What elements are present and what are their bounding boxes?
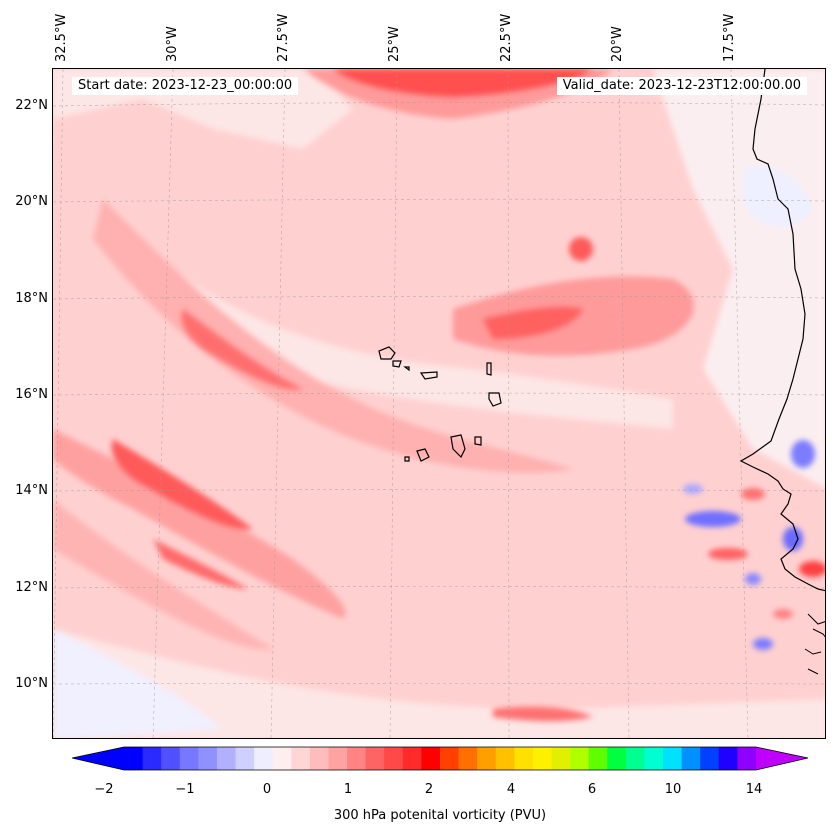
colorbar-segment <box>384 747 404 770</box>
colorbar-segment <box>532 747 553 770</box>
pv-core-small <box>569 237 593 261</box>
lat-label-20n: 20°N <box>15 194 48 209</box>
colorbar-segment <box>588 747 608 770</box>
colorbar-segment <box>477 747 497 770</box>
colorbar-label: 300 hPa potenital vorticity (PVU) <box>333 808 547 823</box>
colorbar <box>72 746 809 771</box>
colorbar-segment <box>551 747 571 770</box>
lon-label-30w: 30°W <box>165 26 180 62</box>
colorbar-extend-high <box>756 747 808 770</box>
pv-core-sw <box>111 439 254 530</box>
colorbar-segment <box>347 747 367 770</box>
colorbar-segment <box>625 747 646 770</box>
pv-red-cell-2 <box>799 561 825 577</box>
lon-label-17-5w: 17.5°W <box>722 13 737 62</box>
colorbar-segment <box>681 747 701 770</box>
pv-blue-cell-1 <box>685 511 741 527</box>
colorbar-segment <box>440 747 460 770</box>
colorbar-segment <box>291 747 311 770</box>
lat-label-10n: 10°N <box>15 676 48 691</box>
lat-label-22n: 22°N <box>15 98 48 113</box>
lon-label-27-5w: 27.5°W <box>276 13 291 62</box>
colorbar-segment <box>458 747 478 770</box>
cape-verde-islands <box>378 346 502 462</box>
colorbar-segment <box>235 747 255 770</box>
coast-islands-south <box>804 628 825 675</box>
start-date-banner: Start date: 2023-12-23_00:00:00 <box>72 77 299 95</box>
colorbar-segment <box>124 747 144 770</box>
pv-blue-cell-2 <box>791 440 815 468</box>
colorbar-segment <box>718 747 739 770</box>
colorbar-tick-2: 2 <box>424 782 434 797</box>
colorbar-segment <box>514 747 534 770</box>
colorbar-tick-6: 6 <box>587 782 597 797</box>
pv-blue-cell-3 <box>783 527 803 551</box>
pv-blue-cell-5 <box>753 638 773 650</box>
colorbar-segment <box>142 747 162 770</box>
colorbar-segment <box>495 747 515 770</box>
pv-blue-cell-6 <box>683 484 703 494</box>
colorbar-outline <box>72 746 809 771</box>
colorbar-segment <box>663 747 683 770</box>
lat-label-16n: 16°N <box>15 387 48 402</box>
colorbar-tick-0: 0 <box>262 782 272 797</box>
lat-label-14n: 14°N <box>15 483 48 498</box>
colorbar-segment <box>216 747 237 770</box>
colorbar-segment <box>700 747 720 770</box>
lon-label-25w: 25°W <box>387 26 402 62</box>
colorbar-tick-1: 1 <box>343 782 353 797</box>
colorbar-segment <box>607 747 627 770</box>
map-panel <box>52 68 826 739</box>
lon-label-20w: 20°W <box>610 26 625 62</box>
colorbar-segment <box>402 747 423 770</box>
colorbar-segment <box>365 747 385 770</box>
lon-label-32-5w: 32.5°W <box>54 13 69 62</box>
colorbar-segment <box>328 747 348 770</box>
colorbar-segment <box>179 747 199 770</box>
colorbar-segment <box>737 747 757 770</box>
pv-core-ssw <box>153 539 248 589</box>
colorbar-segment <box>644 747 664 770</box>
colorbar-tick-14: 14 <box>745 782 763 797</box>
colorbar-tick-4: 4 <box>506 782 516 797</box>
pv-core-central <box>483 307 583 339</box>
lat-label-12n: 12°N <box>15 580 48 595</box>
colorbar-segment <box>272 747 292 770</box>
pv-field-map <box>53 69 825 738</box>
colorbar-tick-minus1: −1 <box>175 782 195 797</box>
lat-label-18n: 18°N <box>15 291 48 306</box>
pv-red-cell-4 <box>773 609 793 619</box>
colorbar-segment <box>309 747 330 770</box>
colorbar-segment <box>198 747 218 770</box>
pv-pale-region-central <box>163 269 673 429</box>
africa-coastline <box>739 69 825 592</box>
pv-red-cell-3 <box>741 488 765 500</box>
pv-core-nw <box>181 309 303 390</box>
graticule <box>53 69 825 738</box>
pv-core-north <box>333 69 593 97</box>
pv-blue-cell-4 <box>745 573 761 585</box>
pv-band-southwest <box>53 429 346 619</box>
coast-inlet <box>807 613 825 625</box>
colorbar-segment <box>421 747 441 770</box>
colorbar-segment <box>570 747 590 770</box>
colorbar-extend-low <box>72 747 124 770</box>
lon-label-22-5w: 22.5°W <box>499 13 514 62</box>
colorbar-tick-10: 10 <box>664 782 682 797</box>
pv-core-south <box>493 706 593 722</box>
pv-pale-region-south <box>53 629 825 738</box>
pv-band-northwest <box>93 199 573 473</box>
pv-band-far-sw <box>53 499 273 650</box>
pv-red-cell-1 <box>708 548 748 560</box>
colorbar-tick-minus2: −2 <box>94 782 114 797</box>
colorbar-segment <box>161 747 181 770</box>
colorbar-segment <box>254 747 274 770</box>
valid-date-banner: Valid_date: 2023-12-23T12:00:00.00 <box>556 77 807 95</box>
